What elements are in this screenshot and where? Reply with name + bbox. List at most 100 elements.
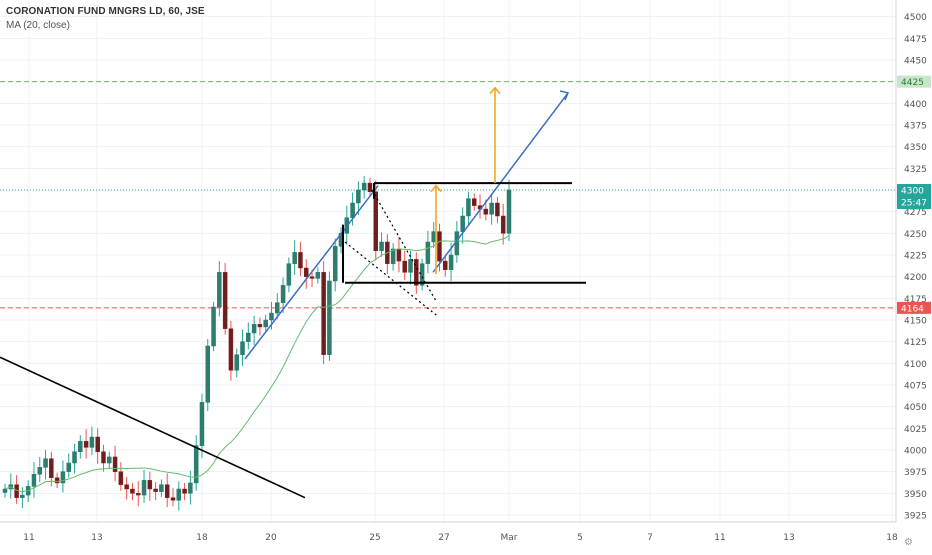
support-price-tag-box — [897, 301, 931, 314]
candle — [83, 429, 89, 459]
x-tick-label: 11 — [714, 533, 725, 543]
candle-body — [217, 272, 222, 308]
candle — [188, 470, 193, 505]
settings-icon[interactable]: ⚙ — [904, 537, 913, 548]
candle — [361, 176, 367, 199]
candle-body — [147, 480, 153, 490]
y-tick-label: 4025 — [904, 425, 927, 435]
candle-body — [182, 488, 187, 494]
candle — [327, 271, 332, 361]
candle — [107, 451, 112, 469]
x-tick-label: 13 — [91, 533, 102, 543]
candle — [495, 196, 500, 223]
candle-body — [292, 252, 297, 264]
candle-body — [78, 441, 83, 452]
candle-body — [309, 276, 315, 279]
x-tick-labels: 11 13 18 20 25 27 Mar 5 7 11 13 18 — [23, 533, 898, 543]
candle-body — [483, 208, 489, 215]
candle-body — [396, 248, 402, 262]
candle — [182, 482, 187, 501]
candle-body — [118, 471, 124, 485]
candle-body — [20, 494, 25, 498]
x-tick-label: 7 — [647, 533, 653, 543]
candle — [471, 193, 477, 211]
candle — [356, 181, 361, 216]
candle — [2, 483, 8, 498]
candle — [477, 194, 483, 219]
candle — [286, 257, 292, 293]
candle — [159, 479, 164, 497]
candle — [72, 443, 77, 474]
candle — [251, 315, 257, 346]
y-tick-label: 4275 — [904, 208, 927, 218]
x-tick-label: Mar — [501, 533, 518, 543]
candle-body — [495, 202, 500, 217]
candle — [379, 232, 384, 257]
candle — [170, 488, 176, 507]
candle-body — [54, 477, 60, 484]
candle — [489, 195, 494, 225]
candle-body — [60, 471, 66, 484]
candle-body — [402, 260, 407, 273]
candle — [54, 472, 60, 489]
candle-body — [153, 488, 158, 492]
candle-body — [234, 354, 239, 371]
x-tick-label: 27 — [438, 533, 449, 543]
candle-body — [193, 445, 199, 484]
candle — [164, 473, 170, 508]
candle-body — [164, 484, 170, 498]
candle — [460, 207, 465, 244]
candle-body — [141, 480, 147, 496]
pole-arrowhead — [430, 184, 442, 193]
candle — [292, 240, 297, 275]
candle — [8, 473, 14, 499]
candle — [321, 261, 326, 365]
candle-body — [408, 259, 413, 273]
indicator-label: MA (20, close) — [6, 20, 70, 31]
candle — [176, 481, 182, 511]
y-tick-label: 4475 — [904, 35, 927, 45]
y-tick-label: 4100 — [904, 360, 927, 370]
candle — [303, 259, 309, 289]
y-tick-label: 4175 — [904, 295, 927, 305]
candle-body — [72, 451, 77, 464]
candle — [20, 487, 25, 509]
candle-body — [431, 231, 436, 243]
candle — [43, 450, 48, 480]
candle — [425, 230, 431, 274]
candle-body — [460, 215, 465, 232]
candle — [153, 482, 158, 501]
y-tick-label: 4400 — [904, 100, 927, 110]
target-arrowhead — [489, 86, 501, 95]
candle-body — [107, 456, 112, 464]
y-tick-label: 4050 — [904, 403, 927, 413]
candle-body — [471, 198, 477, 206]
y-tick-label: 3925 — [904, 512, 927, 522]
candle — [275, 293, 280, 320]
grid — [0, 0, 896, 522]
candle — [211, 301, 216, 352]
candle — [500, 203, 506, 245]
candle-body — [66, 462, 71, 472]
candle-body — [414, 259, 419, 286]
candle-body — [448, 254, 454, 270]
candle-body — [321, 272, 326, 355]
candle — [95, 428, 100, 464]
flag-upper-line — [371, 189, 438, 303]
y-tick-label: 4375 — [904, 122, 927, 132]
candle-body — [257, 324, 263, 328]
x-tick-label: 11 — [23, 533, 34, 543]
y-tick-label: 3950 — [904, 490, 927, 500]
candle — [414, 252, 419, 294]
candle-body — [49, 458, 54, 478]
y-tick-label: 4225 — [904, 252, 927, 262]
candle — [240, 329, 245, 366]
candle — [37, 456, 43, 483]
y-tick-label: 4200 — [904, 273, 927, 283]
candle — [390, 242, 396, 271]
x-tick-label: 18 — [196, 533, 208, 543]
candle-body — [43, 458, 48, 468]
candle-body — [367, 182, 373, 192]
